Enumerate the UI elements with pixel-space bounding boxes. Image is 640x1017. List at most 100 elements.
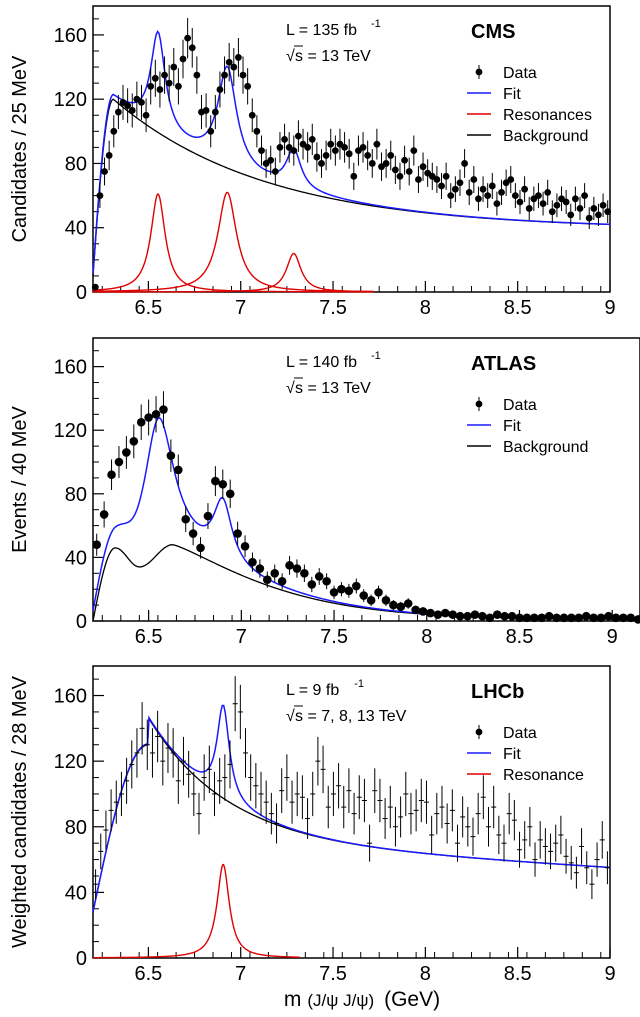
lhcb-y-tick-label: 120 bbox=[54, 751, 87, 773]
cms-energy-label: s = 13 TeV bbox=[295, 48, 371, 65]
atlas-data-marker bbox=[277, 576, 287, 586]
cms-data-marker bbox=[295, 132, 302, 140]
atlas-data-marker bbox=[122, 448, 131, 457]
atlas-data-marker bbox=[255, 564, 265, 573]
atlas-data-marker bbox=[589, 613, 598, 623]
cms-data-marker bbox=[101, 168, 108, 175]
cms-data-marker bbox=[216, 86, 224, 93]
atlas-sqrt-symbol: √ bbox=[286, 380, 295, 397]
cms-data-marker bbox=[248, 111, 256, 119]
lhcb-x-tick-label: 7.5 bbox=[319, 963, 347, 985]
atlas-data-marker bbox=[144, 413, 153, 422]
cms-data-marker bbox=[438, 182, 445, 190]
atlas-data-marker bbox=[173, 465, 183, 475]
cms-data-marker bbox=[604, 208, 612, 216]
cms-data-marker bbox=[253, 127, 261, 135]
atlas-data-marker bbox=[344, 586, 354, 596]
cms-data-marker bbox=[599, 201, 607, 209]
cms-data-marker bbox=[281, 135, 288, 143]
cms-data-marker bbox=[590, 205, 598, 212]
lhcb-y-tick-label: 160 bbox=[54, 686, 87, 708]
cms-data-marker bbox=[267, 156, 275, 164]
atlas-data-marker bbox=[285, 561, 294, 570]
cms-data-marker bbox=[211, 108, 219, 116]
atlas-data-marker bbox=[374, 588, 383, 597]
atlas-y-axis-title: Events / 40 MeV bbox=[9, 405, 31, 552]
atlas-data-marker bbox=[433, 610, 443, 619]
cms-y-tick-label: 0 bbox=[76, 282, 87, 304]
cms-luminosity-exponent: -1 bbox=[371, 18, 381, 30]
cms-data-marker bbox=[470, 176, 478, 183]
lhcb-energy-label: s = 7, 8, 13 TeV bbox=[295, 708, 407, 725]
atlas-background-curve bbox=[92, 544, 640, 622]
atlas-data-marker bbox=[262, 575, 272, 584]
cms-data-marker bbox=[96, 192, 104, 199]
cms-data-marker bbox=[585, 214, 593, 222]
atlas-data-marker bbox=[537, 613, 547, 623]
cms-data-marker bbox=[475, 195, 482, 203]
cms-data-marker bbox=[308, 135, 316, 143]
cms-data-marker bbox=[521, 185, 529, 193]
atlas-data-marker bbox=[418, 607, 428, 616]
atlas-luminosity-exponent: -1 bbox=[371, 350, 381, 362]
cms-data-marker bbox=[276, 143, 284, 151]
atlas-data-marker bbox=[329, 588, 339, 597]
atlas-experiment-label: ATLAS bbox=[471, 353, 536, 375]
atlas-data-marker bbox=[611, 613, 621, 623]
cms-data-marker bbox=[114, 108, 122, 116]
atlas-data-marker bbox=[441, 608, 450, 618]
atlas-data-marker bbox=[381, 596, 391, 605]
atlas-data-marker bbox=[559, 613, 569, 623]
cms-data-marker bbox=[225, 58, 233, 66]
atlas-x-tick-label: 8.5 bbox=[506, 626, 534, 648]
cms-data-marker bbox=[244, 82, 252, 90]
atlas-luminosity-label: L = 140 fb bbox=[286, 354, 357, 371]
cms-data-marker bbox=[456, 179, 464, 187]
atlas-energy-label: s = 13 TeV bbox=[295, 380, 371, 397]
cms-data-marker bbox=[174, 82, 182, 90]
lhcb-data-points bbox=[93, 676, 610, 900]
cms-data-marker bbox=[359, 143, 367, 151]
cms-data-marker bbox=[350, 172, 358, 180]
atlas-data-marker bbox=[455, 611, 465, 621]
cms-data-marker bbox=[161, 71, 168, 79]
atlas-data-marker bbox=[129, 437, 139, 446]
lhcb-fit-curve bbox=[92, 704, 611, 912]
cms-data-marker bbox=[207, 127, 215, 135]
cms-legend-label-resonance: Resonances bbox=[503, 107, 592, 124]
lhcb-sqrt-symbol: √ bbox=[286, 708, 295, 725]
atlas-data-marker bbox=[270, 569, 280, 578]
cms-y-tick-label: 80 bbox=[65, 153, 87, 175]
atlas-data-marker bbox=[292, 564, 302, 573]
cms-data-marker bbox=[507, 176, 515, 183]
cms-data-marker bbox=[341, 143, 348, 151]
atlas-data-marker bbox=[389, 600, 398, 610]
atlas-data-marker bbox=[359, 591, 369, 600]
atlas-legend-label-fit: Fit bbox=[503, 418, 521, 435]
atlas-plot-frame bbox=[92, 337, 640, 622]
cms-data-marker bbox=[271, 168, 279, 175]
atlas-x-tick-label: 8 bbox=[421, 626, 432, 648]
lhcb-legend-data-marker bbox=[475, 728, 483, 736]
cms-data-marker bbox=[525, 205, 533, 212]
cms-sqrt-symbol: √ bbox=[286, 48, 295, 65]
lhcb-luminosity-exponent: -1 bbox=[354, 678, 364, 690]
atlas-data-marker bbox=[211, 476, 220, 486]
atlas-data-marker bbox=[366, 596, 376, 605]
cms-legend: Data Fit Resonances Background bbox=[467, 65, 592, 145]
atlas-x-tick-label: 9 bbox=[607, 626, 618, 648]
atlas-legend-data-marker bbox=[475, 400, 483, 408]
lhcb-luminosity-label: L = 9 fb bbox=[286, 682, 339, 699]
atlas-data-marker bbox=[411, 605, 420, 615]
cms-data-marker bbox=[576, 205, 584, 212]
atlas-data-marker bbox=[478, 611, 487, 621]
atlas-data-marker bbox=[188, 529, 198, 538]
cms-data-marker bbox=[142, 111, 150, 119]
atlas-data-marker bbox=[166, 451, 176, 460]
cms-data-marker bbox=[318, 160, 325, 167]
cms-data-marker bbox=[105, 152, 113, 159]
atlas-x-tick-label: 7 bbox=[236, 626, 247, 648]
atlas-data-marker bbox=[218, 479, 228, 489]
atlas-data-marker bbox=[492, 610, 502, 619]
